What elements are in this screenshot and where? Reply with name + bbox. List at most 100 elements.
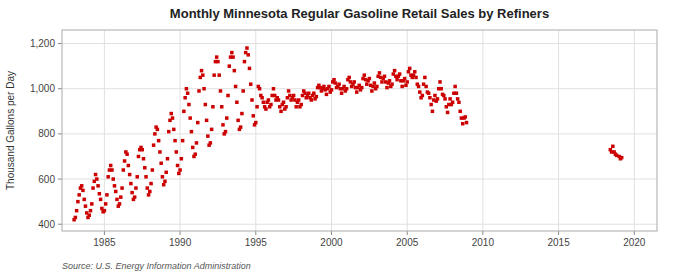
point (408, 67, 412, 71)
point (114, 190, 118, 194)
point (269, 103, 273, 107)
point (252, 114, 256, 118)
point (235, 101, 239, 105)
point (125, 152, 128, 156)
point (264, 107, 268, 111)
point (347, 76, 351, 80)
point (157, 139, 161, 143)
x-grid-line (634, 30, 635, 231)
point (332, 78, 336, 82)
point (109, 164, 113, 168)
y-tick-label: 400 (38, 219, 55, 230)
x-tick (180, 231, 181, 235)
point (224, 130, 228, 134)
point (443, 97, 447, 101)
point (370, 89, 374, 93)
point (181, 139, 185, 143)
point (206, 134, 210, 138)
point (231, 55, 235, 59)
y-tick (58, 88, 62, 89)
point (424, 85, 428, 89)
point (407, 70, 411, 74)
point (282, 101, 286, 105)
point (130, 191, 134, 195)
point (98, 192, 102, 196)
point (360, 86, 364, 90)
point (429, 103, 433, 107)
point (76, 200, 80, 204)
point (239, 125, 243, 129)
point (405, 80, 409, 84)
point (96, 184, 100, 188)
point (455, 91, 459, 95)
point (241, 89, 245, 93)
point (436, 97, 440, 101)
point (134, 186, 138, 190)
point (368, 77, 372, 81)
point (190, 130, 194, 134)
point (246, 53, 250, 57)
point (201, 73, 205, 77)
point (245, 46, 249, 50)
y-grid-line (62, 133, 657, 134)
point (398, 72, 402, 76)
point (417, 85, 421, 89)
y-grid-line (62, 224, 657, 225)
x-grid-line (104, 30, 105, 231)
point (74, 216, 78, 220)
point (211, 105, 215, 109)
x-grid-line (180, 30, 181, 231)
point (217, 73, 221, 77)
point (197, 89, 201, 93)
point (182, 110, 186, 114)
chart-svg: Monthly Minnesota Regular Gasoline Retai… (0, 0, 675, 275)
point (463, 115, 467, 119)
point (122, 168, 126, 172)
point (403, 77, 407, 81)
source-annotation: Source: U.S. Energy Information Administ… (62, 261, 251, 271)
point (200, 69, 204, 73)
point (151, 168, 155, 172)
point (215, 55, 219, 59)
point (82, 198, 86, 202)
point (180, 157, 184, 161)
point (236, 119, 240, 123)
point (260, 96, 264, 100)
y-tick-label: 800 (38, 128, 55, 139)
point (277, 98, 281, 102)
point (243, 60, 247, 64)
points (72, 46, 623, 221)
y-tick-label: 600 (38, 174, 55, 185)
point (393, 69, 397, 73)
point (400, 85, 404, 89)
x-tick (255, 231, 256, 235)
point (127, 164, 131, 168)
point (611, 145, 615, 149)
grid (62, 30, 657, 231)
point (110, 168, 114, 172)
point (322, 85, 326, 89)
point (84, 204, 88, 208)
x-tick-label: 2000 (320, 237, 343, 248)
point (255, 105, 259, 109)
point (220, 105, 224, 109)
point (191, 146, 195, 150)
point (105, 193, 109, 197)
point (140, 148, 144, 152)
point (414, 76, 418, 80)
x-tick (331, 231, 332, 235)
point (427, 91, 431, 95)
point (176, 164, 180, 168)
point (187, 103, 191, 107)
point (228, 64, 232, 68)
point (144, 175, 148, 179)
point (142, 157, 146, 161)
point (156, 128, 160, 132)
point (166, 157, 170, 161)
point (240, 112, 244, 116)
point (210, 128, 214, 132)
point (167, 130, 171, 134)
chart-container: Monthly Minnesota Regular Gasoline Retai… (0, 0, 675, 275)
point (90, 202, 94, 206)
point (448, 97, 452, 101)
